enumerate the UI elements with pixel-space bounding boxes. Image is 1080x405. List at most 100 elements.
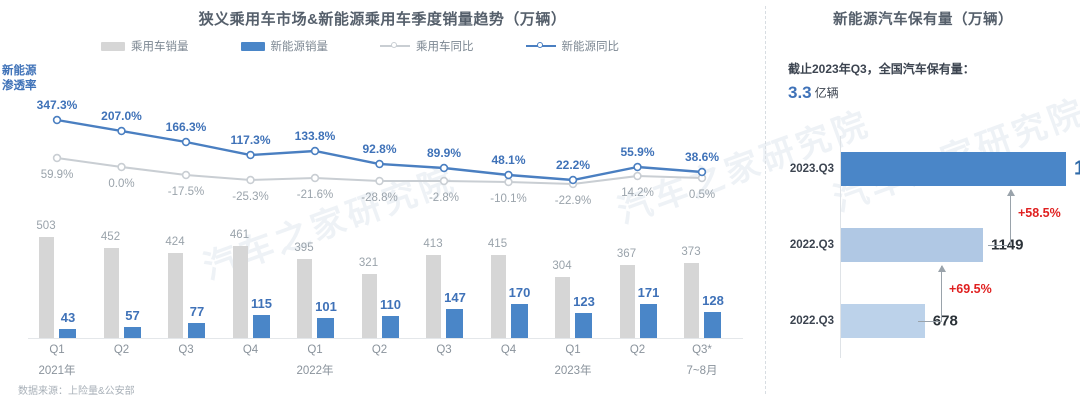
bar-nev-sales [381, 316, 399, 338]
bar-nev-sales [575, 313, 592, 338]
line-nev-yoy-point [568, 175, 578, 185]
horizontal-bar-value: 1821 [1074, 157, 1080, 180]
growth-arrow-foot [988, 245, 1008, 246]
legend-item-nev-yoy[interactable]: 新能源同比 [525, 38, 619, 54]
line-nev-yoy-point [439, 163, 449, 173]
y-axis-label-line2: 渗透率 [2, 80, 37, 92]
x-axis-tick: Q2 [371, 344, 388, 356]
line-label-passenger-yoy: 0.0% [108, 178, 135, 190]
bar-label-passenger-sales: 321 [358, 256, 379, 269]
bar-passenger-sales [39, 237, 54, 338]
right-panel-title: 新能源汽车保有量（万辆） [833, 12, 1013, 28]
line-passenger-yoy-point [181, 170, 191, 180]
bar-label-passenger-sales: 452 [100, 230, 121, 243]
line-label-nev-yoy: 117.3% [230, 133, 271, 147]
x-axis-group-label: 2023年 [554, 365, 592, 377]
bar-label-nev-sales: 123 [573, 294, 595, 310]
legend-label-passenger-yoy: 乘用车同比 [416, 41, 474, 53]
legend-swatch-gray-bar [101, 41, 125, 51]
bar-label-passenger-sales: 503 [36, 220, 56, 233]
line-passenger-yoy-point [375, 176, 384, 186]
bar-label-nev-sales: 171 [637, 284, 660, 300]
line-label-passenger-yoy: -28.8% [361, 192, 398, 204]
stat-unit: 亿辆 [814, 86, 839, 100]
bar-label-nev-sales: 115 [251, 296, 272, 311]
horizontal-bar [841, 304, 925, 338]
bar-passenger-sales [232, 245, 248, 338]
legend-marker-gray-line [380, 41, 410, 51]
line-label-nev-yoy: 55.9% [620, 145, 655, 159]
bar-label-nev-sales: 170 [508, 285, 531, 300]
legend-item-passenger-sales[interactable]: 乘用车销量 [101, 38, 189, 54]
bar-label-passenger-sales: 461 [229, 228, 250, 241]
legend-marker-blue-line [525, 41, 556, 51]
legend-label-passenger-sales: 乘用车销量 [131, 41, 189, 53]
x-axis-tick: Q1 [49, 344, 65, 356]
panel-divider [765, 6, 766, 394]
bar-passenger-sales [684, 263, 699, 338]
y-axis-label: 新能源 渗透率 [2, 64, 37, 94]
bar-passenger-sales [426, 255, 441, 338]
line-label-passenger-yoy: -17.5% [167, 186, 205, 198]
bar-label-passenger-sales: 367 [616, 247, 637, 260]
line-label-passenger-yoy: 0.5% [688, 189, 716, 201]
legend-label-nev-sales: 新能源销量 [270, 41, 329, 53]
bar-nev-sales [704, 312, 721, 338]
x-axis-tick: Q4 [500, 344, 517, 356]
horizontal-bar-category: 2022.Q3 [789, 239, 834, 251]
bar-label-passenger-sales: 395 [294, 242, 314, 254]
x-axis-tick: Q2 [113, 344, 130, 356]
bar-passenger-sales [297, 259, 312, 338]
left-chart-panel: 狭义乘用车市场&新能源乘用车季度销量趋势（万辆） 乘用车销量 新能源销量 乘用车… [0, 11, 743, 397]
line-label-passenger-yoy: -21.6% [296, 189, 334, 201]
chart-legend: 乘用车销量 新能源销量 乘用车同比 新能源同比 [0, 38, 720, 54]
x-axis-group-label: 2022年 [296, 365, 334, 377]
line-label-nev-yoy: 347.3% [36, 98, 78, 112]
bar-nev-sales [639, 303, 657, 338]
line-label-passenger-yoy: -25.3% [232, 191, 269, 203]
line-label-passenger-yoy: -10.1% [490, 193, 527, 205]
line-nev-yoy-point [117, 126, 126, 136]
legend-item-passenger-yoy[interactable]: 乘用车同比 [380, 38, 474, 54]
x-axis-tick: Q1 [565, 344, 581, 356]
legend-swatch-blue-bar [240, 41, 265, 51]
bar-label-nev-sales: 147 [444, 289, 466, 305]
bar-label-nev-sales: 128 [702, 293, 724, 309]
horizontal-bar-category: 2023.Q3 [789, 163, 834, 175]
horizontal-bar [841, 228, 983, 262]
right-chart-axis [840, 136, 841, 358]
bar-nev-sales [317, 317, 334, 338]
line-passenger-yoy-point [633, 171, 642, 181]
line-passenger-yoy-point [117, 162, 126, 172]
line-label-passenger-yoy: -22.9% [554, 195, 592, 207]
line-passenger-yoy-point [52, 153, 62, 163]
line-series-svg [52, 115, 707, 189]
line-nev-yoy-point [181, 137, 191, 147]
bar-label-passenger-sales: 415 [487, 238, 508, 250]
line-label-nev-yoy: 133.8% [294, 129, 336, 143]
line-nev-yoy-point [697, 167, 707, 177]
growth-arrow-foot [918, 321, 940, 322]
bar-label-passenger-sales: 424 [165, 236, 185, 249]
legend-item-nev-sales[interactable]: 新能源销量 [240, 38, 329, 54]
bar-label-nev-sales: 57 [125, 307, 140, 323]
x-axis-group-label: 7~8月 [686, 365, 718, 377]
bar-label-passenger-sales: 304 [552, 260, 572, 273]
bar-nev-sales [252, 315, 270, 338]
horizontal-bar [841, 152, 1066, 186]
bar-label-nev-sales: 110 [380, 297, 401, 312]
bar-passenger-sales [361, 273, 377, 338]
page-title: 狭义乘用车市场&新能源乘用车季度销量趋势（万辆） [198, 11, 567, 28]
right-panel-stat: 3.3 亿辆 [788, 83, 839, 103]
bar-label-passenger-sales: 373 [681, 246, 701, 259]
line-label-nev-yoy: 166.3% [165, 120, 207, 134]
line-label-nev-yoy: 22.2% [555, 158, 591, 172]
horizontal-bar-value: 678 [932, 312, 958, 330]
bar-label-passenger-sales: 413 [423, 238, 443, 251]
line-nev-yoy-point [375, 159, 384, 169]
bar-nev-sales [188, 322, 205, 338]
x-axis-tick: Q2 [629, 344, 646, 356]
line-passenger-yoy-point [246, 175, 255, 185]
line-label-nev-yoy: 92.8% [362, 142, 397, 156]
bar-label-nev-sales: 77 [189, 303, 205, 319]
